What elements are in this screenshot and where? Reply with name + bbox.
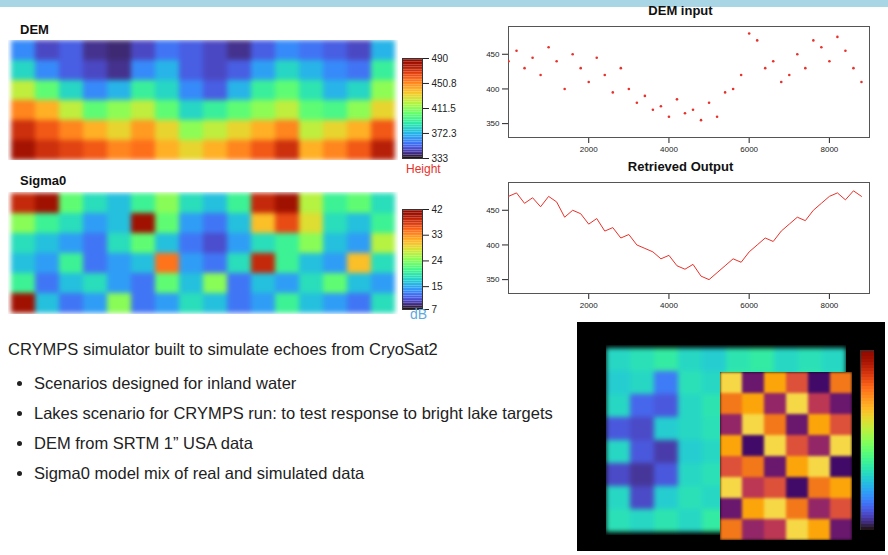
svg-text:372.3: 372.3 (432, 128, 457, 139)
html-text:Height: Height (406, 162, 441, 176)
svg-text:2000: 2000 (580, 145, 598, 154)
html-text:Lakes scenario for CRYMPS run:: Lakes scenario for CRYMPS run: to test r… (34, 404, 553, 422)
svg-text:8000: 8000 (820, 145, 838, 154)
svg-text:2000: 2000 (580, 301, 598, 310)
svg-text:8000: 8000 (820, 301, 838, 310)
svg-text:450: 450 (486, 50, 500, 59)
html-text:Sigma0 model mix of real and s: Sigma0 model mix of real and simulated d… (34, 464, 365, 482)
svg-text:15: 15 (432, 281, 444, 292)
html-text:DEM input: DEM input (648, 3, 713, 18)
svg-text:7: 7 (432, 304, 438, 315)
svg-text:400: 400 (486, 240, 500, 249)
html-text:CRYMPS simulator built to simu: CRYMPS simulator built to simulate echoe… (8, 340, 438, 358)
svg-text:400: 400 (486, 84, 500, 93)
html-text:dB: dB (410, 306, 428, 322)
svg-text:6000: 6000 (740, 301, 758, 310)
svg-text:490: 490 (432, 53, 449, 64)
svg-text:6000: 6000 (740, 145, 758, 154)
svg-text:24: 24 (432, 255, 444, 266)
svg-text:350: 350 (486, 119, 500, 128)
svg-text:450.8: 450.8 (432, 78, 457, 89)
svg-text:350: 350 (486, 275, 500, 284)
html-text:DEM from SRTM 1” USA data: DEM from SRTM 1” USA data (34, 434, 253, 452)
svg-text:450: 450 (486, 206, 500, 215)
svg-text:411.5: 411.5 (432, 103, 457, 114)
html-text:Sigma0: Sigma0 (20, 173, 67, 188)
svg-text:333: 333 (431, 152, 449, 164)
svg-text:42: 42 (432, 204, 444, 215)
svg-text:4000: 4000 (660, 301, 678, 310)
svg-text:4000: 4000 (660, 145, 678, 154)
html-text:Scenarios designed for inland: Scenarios designed for inland water (34, 374, 297, 392)
html-text:Retrieved Output: Retrieved Output (627, 159, 734, 174)
html-text:DEM: DEM (20, 22, 49, 37)
svg-text:33: 33 (432, 229, 444, 240)
